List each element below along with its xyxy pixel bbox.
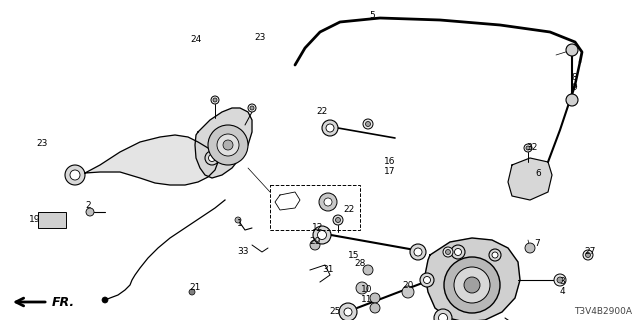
Circle shape [319,193,337,211]
Circle shape [344,308,352,316]
Text: 6: 6 [535,170,541,179]
Circle shape [566,94,578,106]
Text: 32: 32 [526,143,538,153]
Text: 17: 17 [384,167,396,177]
Circle shape [566,44,578,56]
Circle shape [205,151,219,165]
Text: 10: 10 [361,285,372,294]
Circle shape [414,248,422,256]
Text: 33: 33 [237,247,249,257]
Circle shape [438,314,447,320]
Polygon shape [425,238,520,320]
Circle shape [370,303,380,313]
Circle shape [208,125,248,165]
Circle shape [317,230,326,239]
Text: 2: 2 [85,201,91,210]
Circle shape [363,265,373,275]
Text: 11: 11 [361,295,372,305]
Text: 5: 5 [369,11,375,20]
Circle shape [370,293,380,303]
Circle shape [443,247,453,257]
Text: 22: 22 [316,108,328,116]
Circle shape [326,124,334,132]
Text: 9: 9 [571,84,577,92]
Circle shape [102,297,108,303]
Circle shape [313,226,331,244]
Circle shape [454,249,461,255]
Circle shape [434,309,452,320]
Circle shape [213,98,217,102]
Circle shape [189,289,195,295]
Text: 16: 16 [384,157,396,166]
Circle shape [451,245,465,259]
Circle shape [356,282,368,294]
Circle shape [217,134,239,156]
Circle shape [445,250,451,254]
Circle shape [365,122,371,126]
Circle shape [464,277,480,293]
Circle shape [586,252,591,258]
Text: 21: 21 [189,284,201,292]
Circle shape [410,244,426,260]
Text: 23: 23 [254,34,266,43]
Circle shape [209,155,216,162]
Polygon shape [85,135,218,185]
Circle shape [340,304,356,320]
Circle shape [363,119,373,129]
Circle shape [223,140,233,150]
Circle shape [70,170,80,180]
Circle shape [248,104,256,112]
Circle shape [333,215,343,225]
Text: 19: 19 [29,215,41,225]
Circle shape [525,243,535,253]
Circle shape [402,286,414,298]
Text: FR.: FR. [52,295,75,308]
Circle shape [489,249,501,261]
Text: 31: 31 [323,266,333,275]
Text: T3V4B2900A: T3V4B2900A [574,307,632,316]
Text: 27: 27 [584,247,596,257]
Text: 3: 3 [559,277,565,286]
Circle shape [335,218,340,222]
Text: 29: 29 [309,237,321,246]
Circle shape [492,252,498,258]
Circle shape [583,250,593,260]
Circle shape [250,106,254,110]
Circle shape [454,267,490,303]
Circle shape [322,120,338,136]
Circle shape [420,273,434,287]
Text: 28: 28 [355,260,365,268]
Circle shape [344,308,352,316]
Polygon shape [508,158,552,200]
Text: 1: 1 [237,219,243,228]
Text: 23: 23 [36,139,48,148]
Circle shape [310,240,320,250]
Text: 22: 22 [344,205,355,214]
Circle shape [324,198,332,206]
Circle shape [86,208,94,216]
Circle shape [526,146,530,150]
Circle shape [557,277,563,283]
Bar [38,212,66,228]
Polygon shape [195,108,252,178]
Circle shape [235,217,241,223]
Text: 8: 8 [571,74,577,83]
Text: 20: 20 [403,282,413,291]
Circle shape [524,144,532,152]
Circle shape [424,276,431,284]
Bar [270,185,360,230]
Circle shape [339,303,357,320]
Text: 12: 12 [312,223,324,233]
Text: 4: 4 [559,287,565,297]
Text: 7: 7 [534,238,540,247]
Text: 24: 24 [190,36,202,44]
Text: 15: 15 [348,252,360,260]
Circle shape [554,274,566,286]
Circle shape [211,96,219,104]
Text: 25: 25 [330,308,340,316]
Circle shape [444,257,500,313]
Circle shape [65,165,85,185]
